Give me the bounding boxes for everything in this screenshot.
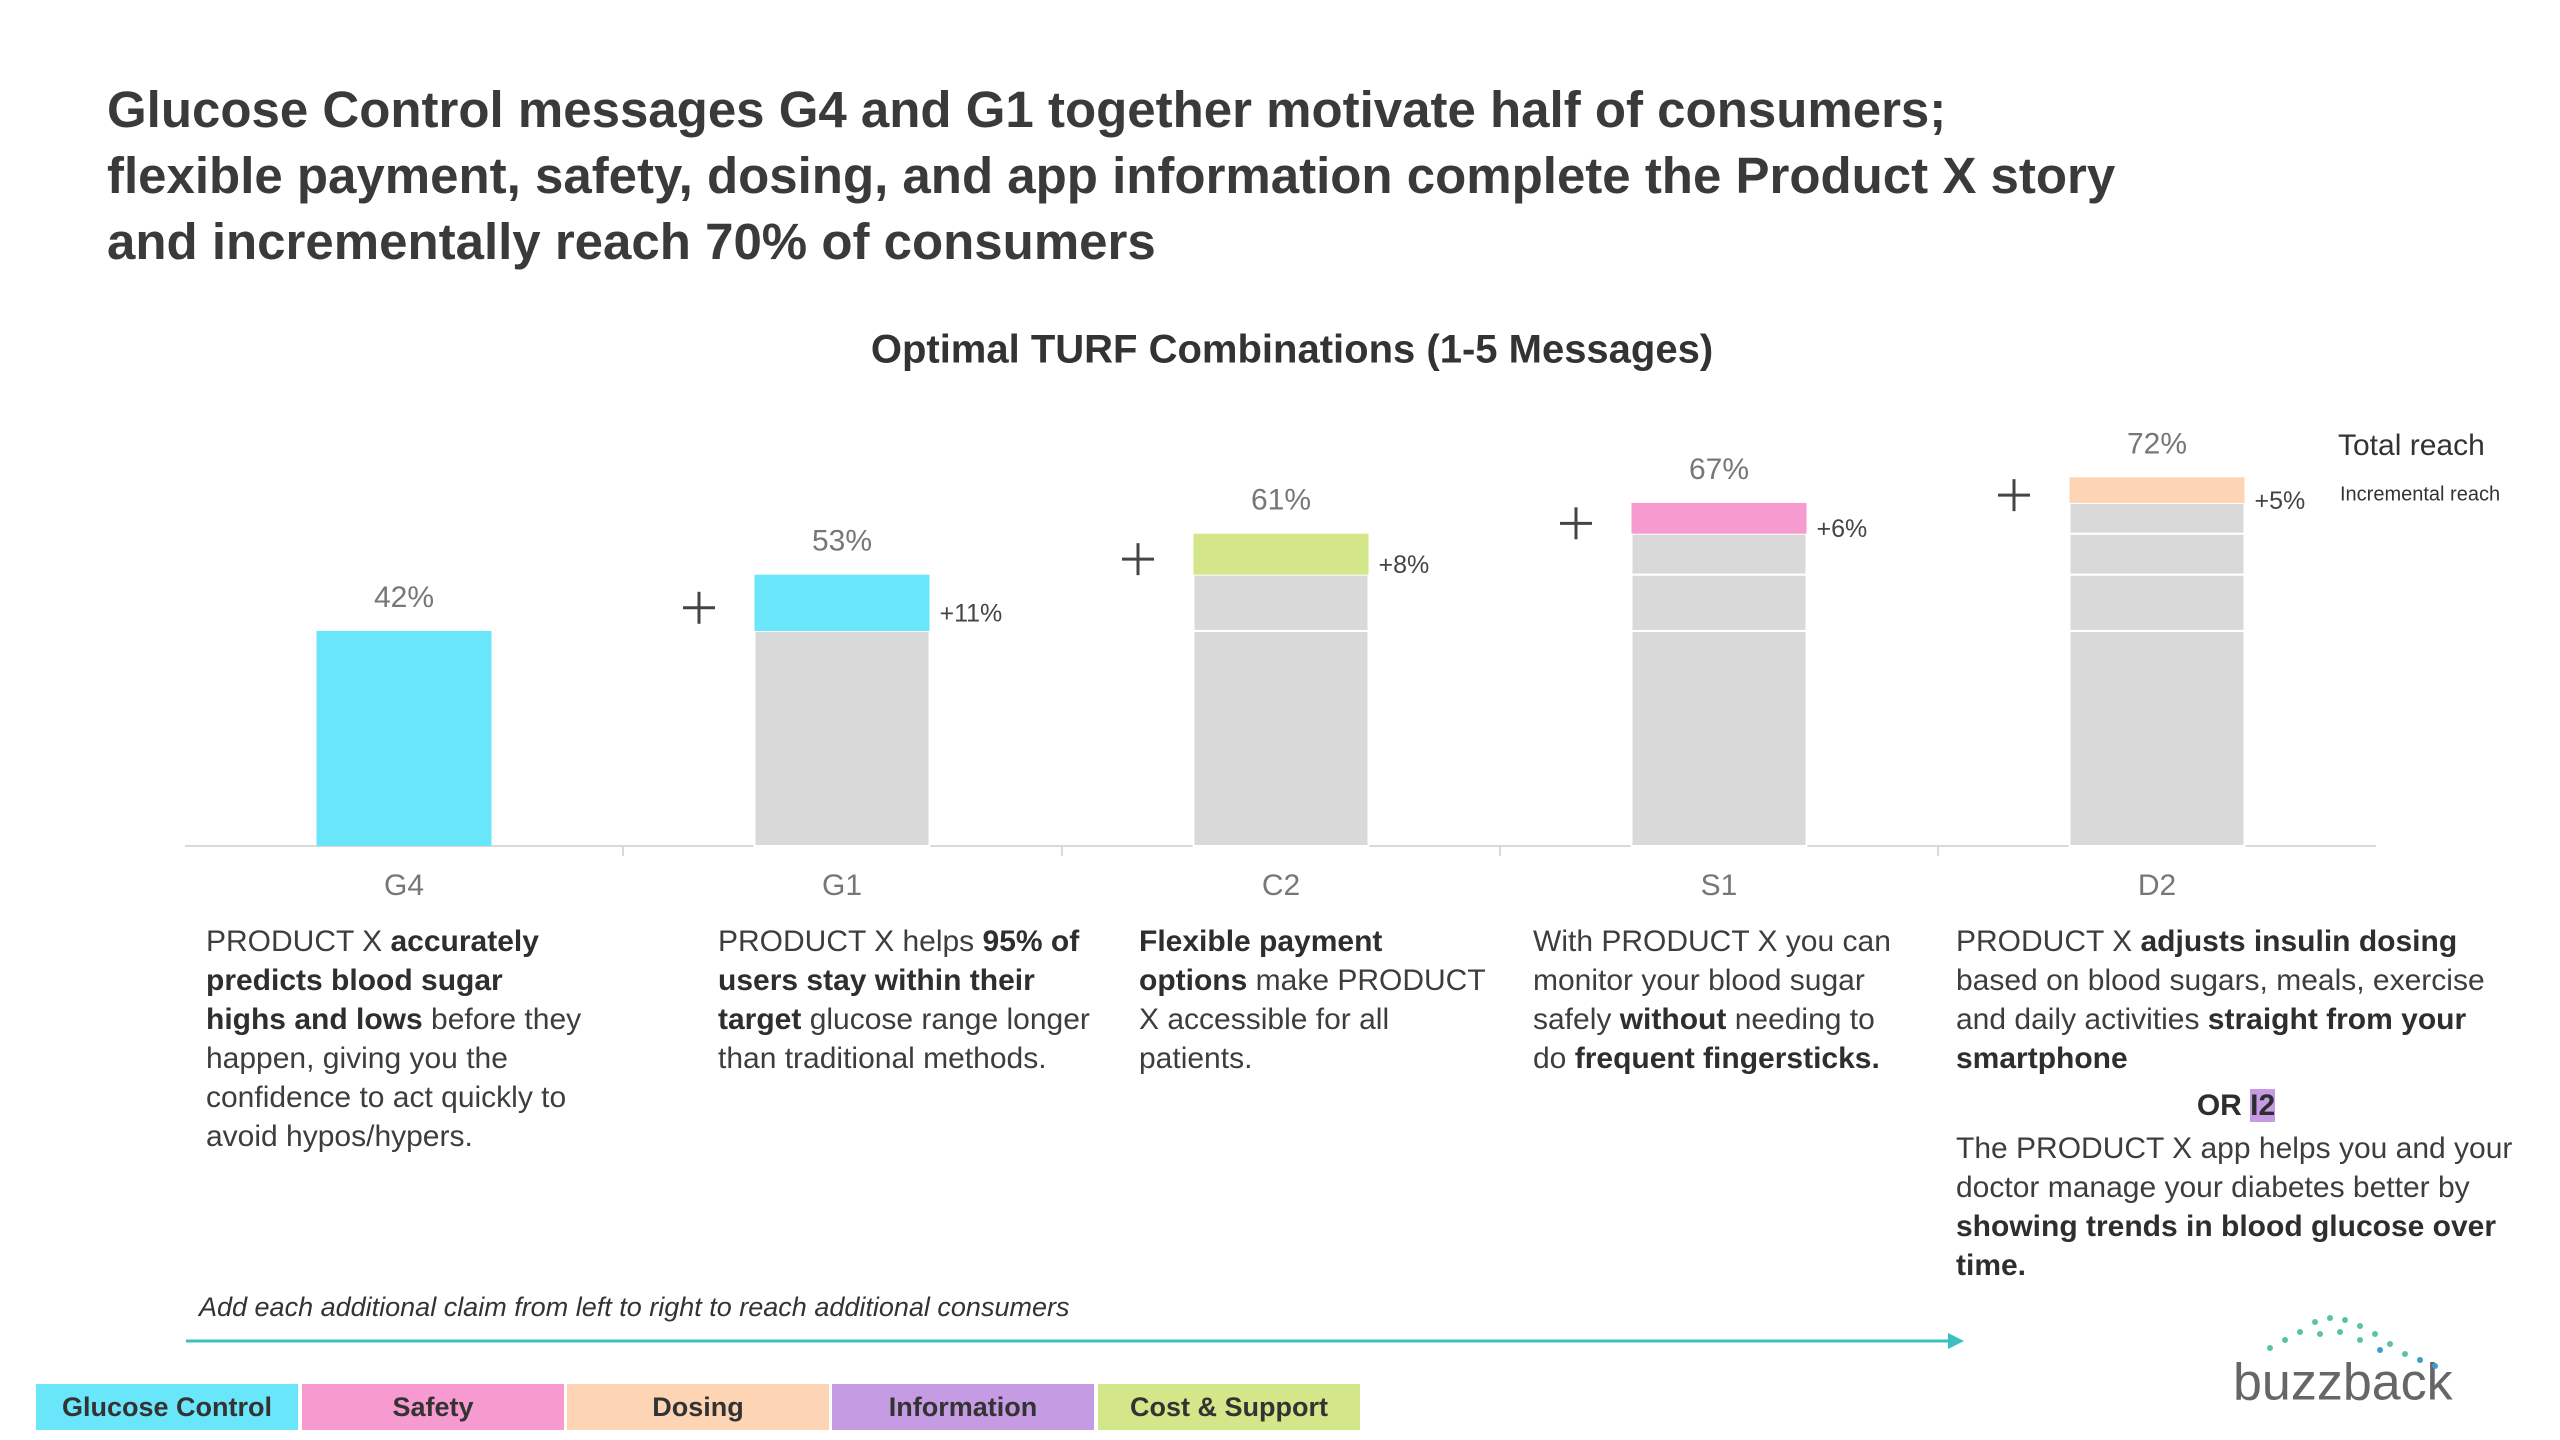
description-text: glucose range longer than traditional me… xyxy=(718,1003,1090,1075)
total-label: 42% xyxy=(374,581,434,614)
total-label: 61% xyxy=(1251,484,1311,517)
base-segment xyxy=(2068,573,2246,632)
description-text: I2 xyxy=(2250,1089,2276,1122)
description-text: make PRODUCT X accessible for all patien… xyxy=(1139,964,1486,1075)
description-paragraph: The PRODUCT X app helps you and your doc… xyxy=(1956,1129,2516,1285)
description: PRODUCT X adjusts insulin dosing based o… xyxy=(1956,922,2516,1293)
legend-item: Glucose Control xyxy=(36,1384,298,1430)
category-label: C2 xyxy=(1262,869,1300,902)
description: PRODUCT X accurately predicts blood suga… xyxy=(206,922,586,1164)
legend-item: Dosing xyxy=(567,1384,829,1430)
arrow-head xyxy=(1948,1333,1964,1349)
logo: buzzback xyxy=(2233,1354,2454,1412)
title-line: flexible payment, safety, dosing, and ap… xyxy=(107,147,2116,204)
description-paragraph: PRODUCT X accurately predicts blood suga… xyxy=(206,922,586,1156)
incremental-label: +6% xyxy=(1817,515,1868,543)
description-text: straight from your smartphone xyxy=(1956,1003,2467,1075)
bar-segment xyxy=(1631,502,1807,534)
incremental-label: +5% xyxy=(2255,487,2306,515)
category-label: S1 xyxy=(1701,869,1738,902)
description-text: before they happen, giving you the confi… xyxy=(206,1003,582,1153)
total-reach-label: Total reach xyxy=(2338,429,2485,462)
base-segment xyxy=(1630,629,1808,848)
description-text: OR xyxy=(2196,1089,2251,1122)
category-label: G1 xyxy=(822,869,862,902)
base-segment xyxy=(2068,629,2246,848)
logo-dots xyxy=(2267,1315,2438,1369)
base-segment xyxy=(753,629,931,848)
description: With PRODUCT X you can monitor your bloo… xyxy=(1533,922,1913,1086)
bar-segment xyxy=(1193,533,1369,575)
description-paragraph: OR I2 xyxy=(1956,1086,2516,1125)
footnote: Add each additional claim from left to r… xyxy=(199,1292,1070,1322)
base-segment xyxy=(2068,532,2246,576)
base-segment xyxy=(1192,629,1370,848)
description-paragraph: PRODUCT X adjusts insulin dosing based o… xyxy=(1956,922,2516,1078)
description-text: showing trends in blood glucose over tim… xyxy=(1956,1210,2497,1282)
description: PRODUCT X helps 95% of users stay within… xyxy=(718,922,1098,1086)
description-text: without xyxy=(1619,1003,1727,1036)
incremental-reach-label: Incremental reach xyxy=(2340,483,2500,505)
legend-item: Information xyxy=(832,1384,1094,1430)
description-text: 95% of users stay within their target xyxy=(718,925,1080,1036)
incremental-label: +8% xyxy=(1379,551,1430,579)
chart-title: Optimal TURF Combinations (1-5 Messages) xyxy=(871,328,1713,372)
description-text: accurately predicts blood sugar highs an… xyxy=(206,925,539,1036)
total-label: 67% xyxy=(1689,453,1749,486)
title-line: Glucose Control messages G4 and G1 toget… xyxy=(107,81,1947,138)
description-text: Flexible payment options xyxy=(1139,925,1383,997)
bar-segment xyxy=(754,574,930,631)
category-label: G4 xyxy=(384,869,424,902)
base-segment xyxy=(1630,573,1808,632)
description: Flexible payment options make PRODUCT X … xyxy=(1139,922,1499,1086)
description-text: needing to do xyxy=(1533,1003,1875,1075)
description-text: The PRODUCT X app helps you and your doc… xyxy=(1956,1132,2513,1204)
description-text: adjusts insulin dosing xyxy=(2140,925,2458,958)
bar-segment xyxy=(2069,477,2245,503)
incremental-label: +11% xyxy=(940,599,1003,627)
total-label: 72% xyxy=(2127,427,2187,460)
description-text: frequent fingersticks. xyxy=(1574,1042,1880,1075)
total-label: 53% xyxy=(812,525,872,558)
description-paragraph: PRODUCT X helps 95% of users stay within… xyxy=(718,922,1098,1078)
category-label: D2 xyxy=(2138,869,2176,902)
title-line: and incrementally reach 70% of consumers xyxy=(107,213,1156,270)
description-text: PRODUCT X xyxy=(1956,925,2141,958)
legend-item: Safety xyxy=(302,1384,564,1430)
description-text: based on blood sugars, meals, exercise a… xyxy=(1956,964,2485,1036)
base-segment xyxy=(2068,501,2246,535)
description-text: PRODUCT X helps xyxy=(718,925,983,958)
base-segment xyxy=(1630,532,1808,576)
description-text: PRODUCT X xyxy=(206,925,391,958)
legend-item: Cost & Support xyxy=(1098,1384,1360,1430)
bar-segment xyxy=(316,630,492,846)
description-text: With PRODUCT X you can monitor your bloo… xyxy=(1533,925,1891,1036)
description-paragraph: Flexible payment options make PRODUCT X … xyxy=(1139,922,1499,1078)
base-segment xyxy=(1192,573,1370,632)
description-paragraph: With PRODUCT X you can monitor your bloo… xyxy=(1533,922,1913,1078)
